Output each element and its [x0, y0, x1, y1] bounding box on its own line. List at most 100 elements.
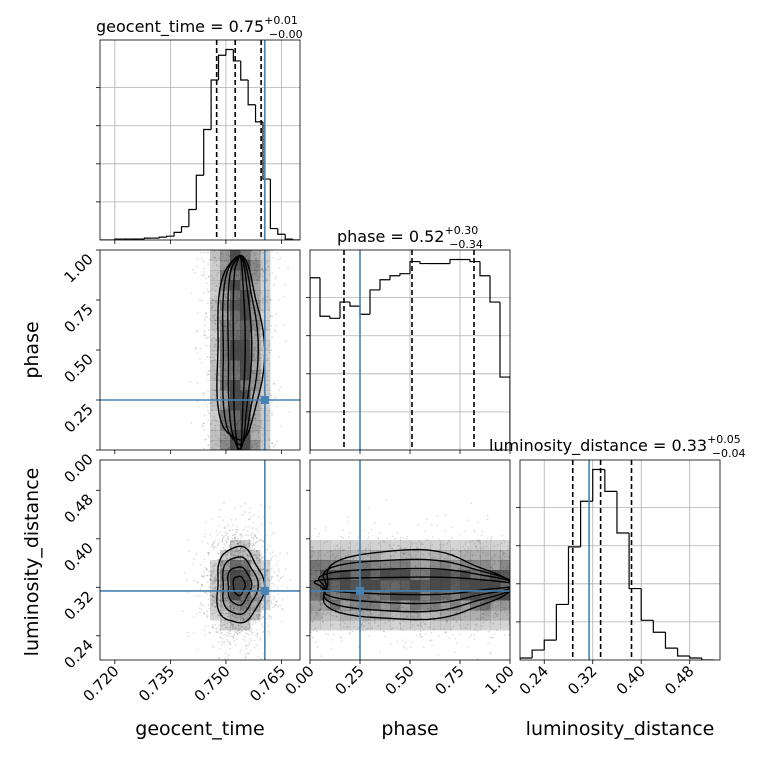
sample-point — [200, 257, 203, 260]
sample-point — [225, 555, 227, 557]
sample-point — [349, 547, 352, 549]
sample-point — [276, 440, 279, 443]
sample-point — [249, 556, 252, 559]
sample-point — [213, 256, 216, 259]
sample-point — [254, 252, 257, 255]
sample-point — [220, 637, 222, 639]
sample-point — [250, 560, 253, 563]
sample-point — [214, 606, 217, 608]
sample-point — [231, 551, 234, 553]
density-cell — [230, 440, 241, 450]
sample-point — [486, 619, 488, 621]
sample-point — [254, 599, 257, 602]
sample-point — [252, 423, 255, 426]
sample-point — [267, 392, 270, 395]
sample-point — [231, 635, 234, 637]
sample-point — [231, 537, 234, 540]
sample-point — [246, 632, 249, 635]
sample-point — [277, 605, 279, 608]
sample-point — [213, 394, 216, 396]
sample-point — [482, 613, 485, 616]
sample-point — [446, 619, 448, 621]
sample-point — [491, 557, 494, 559]
sample-point — [241, 619, 244, 621]
sample-point — [367, 628, 369, 630]
sample-point — [491, 568, 494, 571]
sample-point — [454, 651, 457, 654]
y-tick-label: 0.48 — [60, 490, 96, 526]
contour-line — [221, 255, 260, 446]
sample-point — [259, 558, 261, 561]
density-cell — [250, 270, 261, 281]
sample-point — [256, 537, 258, 539]
sample-point — [385, 499, 387, 501]
sample-point — [270, 600, 273, 603]
sample-point — [224, 297, 227, 300]
sample-point — [234, 538, 237, 540]
sample-point — [201, 584, 204, 586]
density-cell — [250, 300, 261, 311]
sample-point — [257, 617, 259, 619]
sample-point — [476, 658, 479, 660]
sample-point — [261, 308, 263, 311]
sample-point — [255, 644, 258, 646]
sample-point — [251, 597, 254, 599]
sample-point — [317, 552, 320, 555]
sample-point — [265, 250, 268, 253]
sample-point — [315, 612, 318, 615]
density-cell — [220, 300, 231, 311]
sample-point — [260, 357, 263, 359]
sample-point — [265, 407, 268, 410]
sample-point — [248, 641, 251, 644]
density-cell — [250, 250, 261, 261]
sample-point — [217, 641, 220, 644]
sample-point — [270, 394, 272, 397]
sample-point — [262, 540, 265, 543]
sample-point — [332, 633, 335, 635]
sample-point — [276, 251, 279, 254]
sample-point — [258, 599, 261, 602]
sample-point — [252, 540, 255, 542]
sample-point — [257, 596, 260, 599]
sample-point — [261, 334, 264, 337]
sample-point — [371, 627, 373, 630]
sample-point — [268, 344, 270, 347]
sample-point — [479, 619, 482, 621]
sample-point — [422, 628, 425, 631]
sample-point — [245, 553, 248, 555]
sample-point — [502, 539, 505, 542]
sample-point — [231, 550, 234, 552]
sample-point — [246, 616, 248, 619]
sample-point — [195, 613, 198, 615]
sample-point — [225, 541, 228, 544]
sample-point — [259, 610, 262, 613]
sample-point — [212, 277, 214, 280]
sample-point — [274, 603, 277, 606]
sample-point — [259, 341, 262, 343]
sample-point — [210, 435, 213, 437]
sample-point — [248, 652, 250, 655]
sample-point — [267, 289, 270, 292]
histogram-bin — [339, 301, 350, 319]
sample-point — [319, 550, 321, 552]
sample-point — [281, 585, 283, 587]
sample-point — [246, 652, 249, 655]
sample-point — [446, 621, 449, 623]
sample-point — [214, 319, 217, 322]
sample-point — [248, 614, 251, 616]
sample-point — [215, 397, 217, 399]
sample-point — [410, 554, 413, 557]
sample-point — [274, 329, 276, 332]
sample-point — [201, 575, 203, 578]
sample-point — [262, 298, 264, 301]
sample-point — [245, 628, 248, 631]
sample-point — [245, 544, 248, 546]
sample-point — [212, 570, 215, 573]
sample-point — [255, 556, 258, 559]
sample-point — [195, 552, 198, 555]
sample-point — [206, 288, 209, 291]
sample-point — [247, 534, 250, 537]
sample-point — [390, 547, 393, 549]
sample-point — [229, 642, 232, 645]
sample-point — [208, 259, 211, 261]
